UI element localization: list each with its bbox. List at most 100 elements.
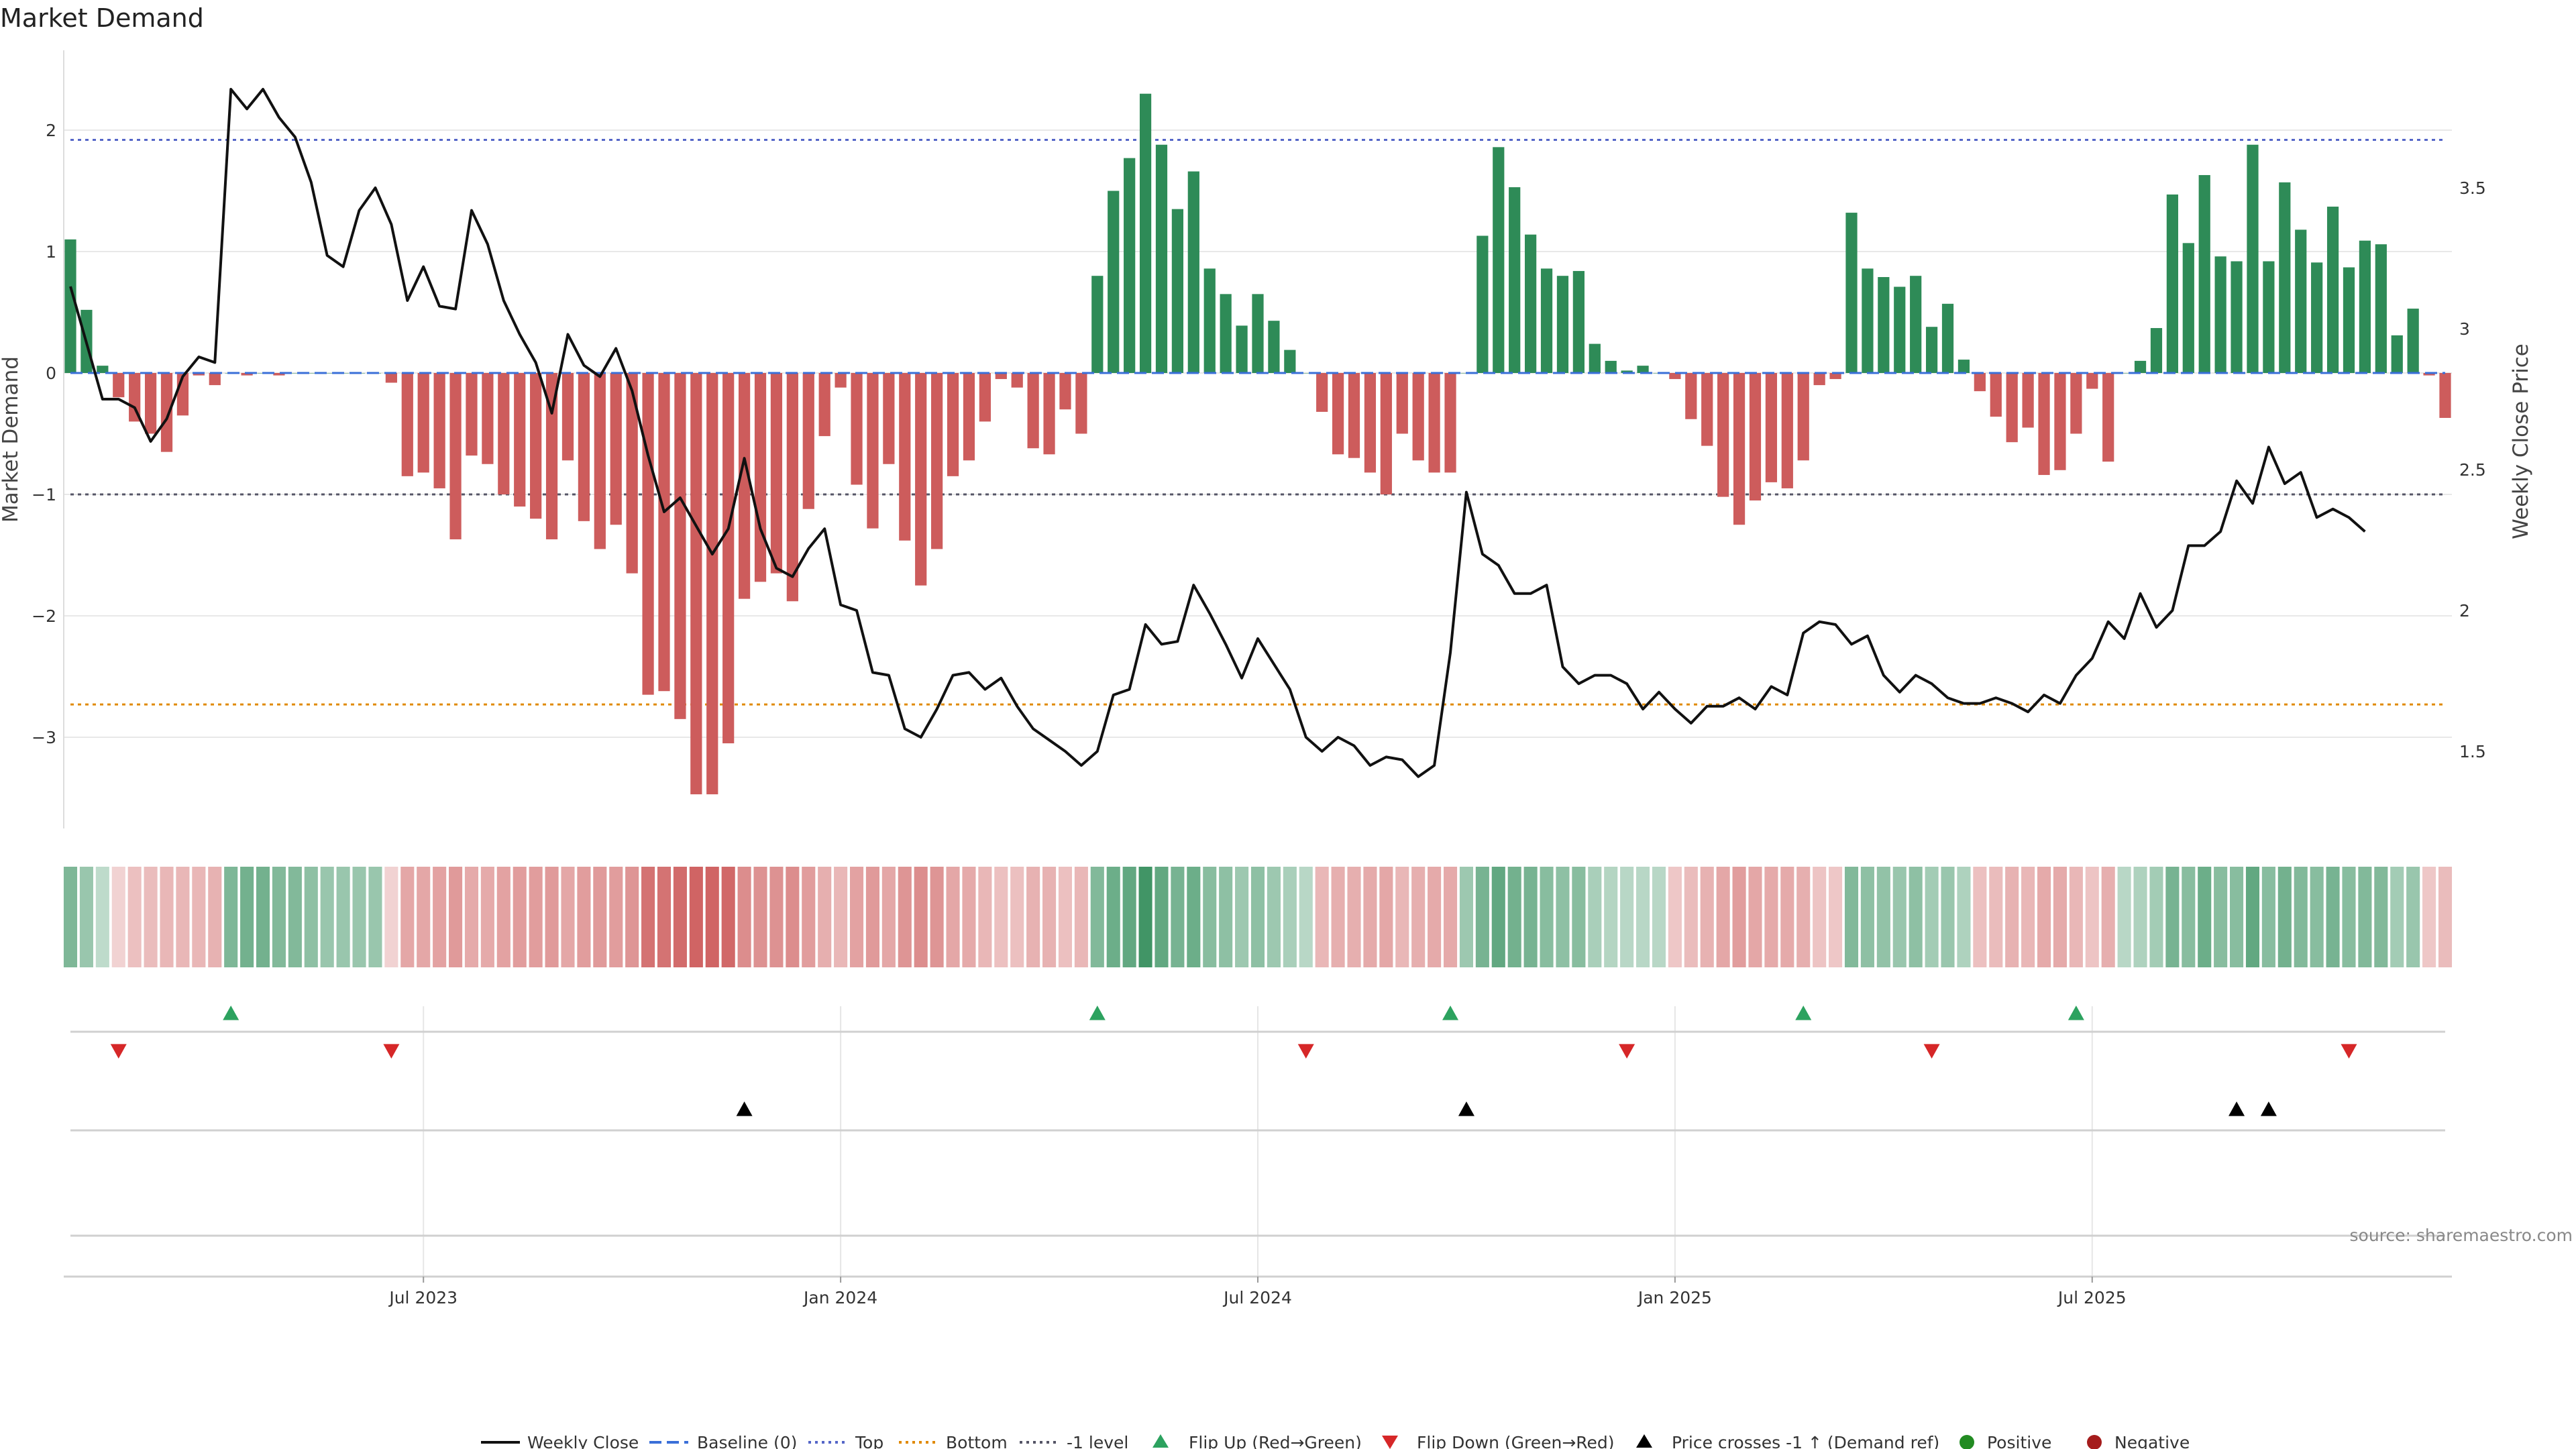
demand-bar xyxy=(64,239,76,373)
heat-strip-cell xyxy=(2261,867,2275,967)
heat-strip-cell xyxy=(2230,867,2244,967)
demand-bar xyxy=(2150,328,2163,373)
demand-bar xyxy=(1637,366,1649,373)
flip-up-marker xyxy=(223,1006,239,1020)
heat-strip-cell xyxy=(1042,867,1057,967)
demand-bar xyxy=(1124,158,1136,373)
demand-bar xyxy=(1252,294,1264,373)
heat-strip-cell xyxy=(464,867,479,967)
demand-bar xyxy=(1974,373,1986,392)
demand-bar xyxy=(674,373,686,719)
demand-bar xyxy=(1589,343,1601,373)
heat-strip-cell xyxy=(1588,867,1602,967)
heat-strip-cell xyxy=(1299,867,1313,967)
demand-bar xyxy=(690,373,702,795)
heat-strip-cell xyxy=(384,867,398,967)
left-y-axis-label: Market Demand xyxy=(0,356,23,523)
demand-bar xyxy=(1444,373,1456,473)
heat-strip-cell xyxy=(1572,867,1586,967)
heat-strip-cell xyxy=(1556,867,1570,967)
heat-strip-cell xyxy=(1813,867,1827,967)
heat-strip-cell xyxy=(978,867,992,967)
demand-bar xyxy=(1091,276,1104,373)
heat-strip-cell xyxy=(1523,867,1538,967)
legend-positive: Positive xyxy=(1987,1433,2051,1449)
flip-down-marker xyxy=(2341,1044,2357,1059)
demand-bar xyxy=(2182,243,2194,373)
heat-strip-cell xyxy=(1716,867,1730,967)
demand-bar xyxy=(1605,360,1617,373)
demand-bar xyxy=(1011,373,1023,388)
demand-bar xyxy=(818,373,830,437)
heat-strip-cell xyxy=(513,867,527,967)
heat-strip-cell xyxy=(1347,867,1361,967)
heat-strip-cell xyxy=(1090,867,1104,967)
heat-strip-cell xyxy=(1620,867,1634,967)
heat-strip-cell xyxy=(1138,867,1152,967)
x-tick-label: Jan 2024 xyxy=(802,1288,877,1307)
demand-bar xyxy=(1155,144,1168,373)
heat-strip-cell xyxy=(802,867,816,967)
demand-bar xyxy=(2054,373,2066,470)
demand-bars xyxy=(64,93,2451,795)
left-y-tick-label: −3 xyxy=(32,728,56,747)
heat-strip-cell xyxy=(1684,867,1698,967)
demand-bar xyxy=(1108,191,1120,373)
heat-strip-cell xyxy=(673,867,687,967)
heat-strip-cell xyxy=(2422,867,2436,967)
demand-bar xyxy=(289,373,301,374)
heat-strip-cell xyxy=(2182,867,2196,967)
heat-strip-cell xyxy=(1026,867,1040,967)
demand-bar xyxy=(1027,373,1039,449)
flip-down-marker xyxy=(383,1044,400,1059)
heat-strip-cell xyxy=(1267,867,1281,967)
heat-strip-cell xyxy=(2085,867,2099,967)
demand-bar xyxy=(1187,171,1199,374)
demand-bar xyxy=(498,373,510,494)
demand-bar xyxy=(2359,240,2371,373)
heat-strip-cell xyxy=(2021,867,2035,967)
heat-strip-cell xyxy=(1283,867,1297,967)
demand-bar xyxy=(1236,325,1248,373)
demand-bar xyxy=(770,373,783,574)
heat-strip-cell xyxy=(1973,867,1987,967)
right-y-tick-label: 1.5 xyxy=(2459,742,2486,761)
demand-bar xyxy=(899,373,911,541)
demand-bar xyxy=(466,373,478,456)
legend-flip-down: Flip Down (Green→Red) xyxy=(1417,1433,1615,1449)
event-panel-vertical-gridlines xyxy=(423,1006,2093,1277)
demand-bar xyxy=(561,373,574,461)
heat-strip-cell xyxy=(2037,867,2051,967)
demand-bar xyxy=(193,373,205,376)
heat-strip-cell xyxy=(496,867,511,967)
heat-strip-cell xyxy=(721,867,735,967)
heat-strip-cell xyxy=(176,867,190,967)
demand-bar xyxy=(144,373,157,434)
heat-strip-cell xyxy=(1909,867,1923,967)
heat-strip-cell xyxy=(2294,867,2308,967)
demand-bar xyxy=(2134,360,2147,373)
flip-down-marker xyxy=(1297,1044,1314,1059)
demand-bar xyxy=(2086,373,2098,389)
demand-bar xyxy=(2198,174,2210,373)
flip-up-marker xyxy=(1089,1006,1106,1020)
demand-bar xyxy=(867,373,879,529)
x-tick-label: Jul 2024 xyxy=(1222,1288,1292,1307)
demand-bar xyxy=(2326,207,2339,373)
legend-top: Top xyxy=(855,1433,883,1449)
demand-bar xyxy=(1829,373,1841,380)
demand-bar xyxy=(883,373,895,464)
heat-strip-cell xyxy=(898,867,912,967)
heat-strip-cell xyxy=(641,867,655,967)
heat-strip-cell xyxy=(1235,867,1249,967)
heat-strip-cell xyxy=(1844,867,1859,967)
demand-bar xyxy=(1749,373,1762,501)
demand-bar xyxy=(947,373,959,476)
demand-bar xyxy=(273,373,285,376)
demand-bar xyxy=(1380,373,1392,494)
left-y-tick-label: −2 xyxy=(32,606,56,626)
demand-bar xyxy=(738,373,751,599)
legend: Weekly Close Baseline (0) Top Bottom -1 … xyxy=(481,1433,2190,1449)
heat-strip-cell xyxy=(818,867,832,967)
demand-bar xyxy=(2263,261,2275,373)
